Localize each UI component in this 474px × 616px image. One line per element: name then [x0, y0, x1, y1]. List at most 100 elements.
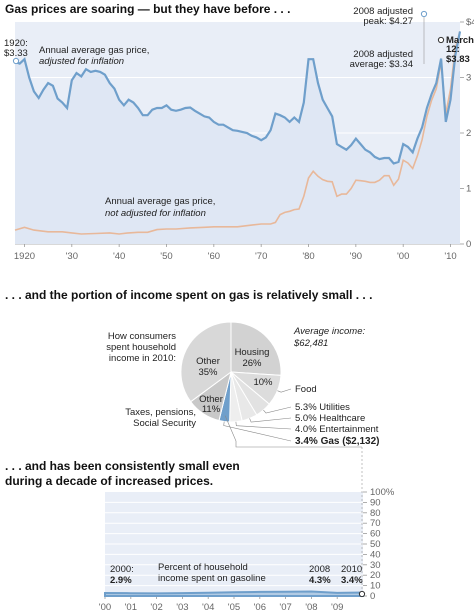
share-y-tick-label: 90 — [370, 497, 381, 508]
share-x-tick-label: '03 — [176, 602, 188, 613]
pie-label-taxes-1: Taxes, pensions, — [125, 407, 196, 418]
callout-2000-year: 2000: — [110, 564, 134, 575]
marker-march-12 — [437, 36, 445, 44]
section3-title-line1: . . . and has been consistently small ev… — [5, 459, 240, 473]
share-y-tick-label: 30 — [370, 560, 381, 571]
pie-label-food: Food — [295, 384, 317, 395]
line-y-tick-label: $4 — [466, 17, 474, 28]
average-income-value: $62,481 — [293, 338, 328, 349]
callout-2010-year: 2010 — [341, 564, 362, 575]
adjusted-price-line — [14, 31, 462, 165]
annotation-1920-year: 1920: — [4, 38, 28, 49]
line-x-tick-label: '50 — [160, 251, 172, 262]
share-x-tick-label: '00 — [99, 602, 111, 613]
nominal-price-line — [14, 31, 461, 235]
pie-label-healthcare: 5.0% Healthcare — [295, 413, 365, 424]
callout-2010-value: 3.4% — [341, 575, 363, 586]
line-y-tick-label: 0 — [466, 239, 471, 250]
pie-caption-line2: spent household — [106, 342, 176, 353]
annotation-march-line1: March — [446, 35, 474, 46]
pie-slice-housing — [230, 321, 282, 376]
pie-leader-line — [223, 421, 292, 442]
nominal-label-line2: not adjusted for inflation — [105, 208, 206, 219]
gas-share-points — [104, 591, 364, 594]
pie-label-housing-1: Housing — [235, 347, 270, 358]
share-x-tick-label: '05 — [228, 602, 240, 613]
average-income-label: Average income: — [293, 326, 365, 337]
pie-label-gas: 3.4% Gas ($2,132) — [295, 436, 380, 447]
pie-label-other-small-1: Other — [199, 394, 223, 405]
share-x-tick-label: '01 — [125, 602, 137, 613]
pie-slices — [180, 321, 282, 423]
marker-1920 — [12, 57, 20, 65]
pie-slice-other — [180, 321, 232, 403]
pie-label-taxes-2: Social Security — [133, 418, 196, 429]
annotation-peak-line2: peak: $4.27 — [363, 16, 413, 27]
annotation-peak-line1: 2008 adjusted — [353, 6, 413, 17]
share-chart-gridlines — [105, 501, 363, 587]
share-y-tick-label: 10 — [370, 581, 381, 592]
line-x-tick-label: '00 — [397, 251, 409, 262]
share-x-tick-label: '09 — [331, 602, 343, 613]
line-chart-x-ticks: 1920 '30 '40 '50 '60 '70 '80 '90 '00 '10 — [14, 244, 457, 262]
share-y-tick-label: 20 — [370, 570, 381, 581]
share-x-tick-label: '08 — [305, 602, 317, 613]
section3-title-line2: during a decade of increased prices. — [5, 474, 213, 488]
share-x-tick-label: '04 — [202, 602, 214, 613]
share-y-tick-label: 0 — [370, 591, 375, 602]
line-chart-points — [14, 31, 461, 235]
line-x-tick-label: '70 — [255, 251, 267, 262]
section2-title: . . . and the portion of income spent on… — [5, 288, 372, 302]
line-x-tick-label: '90 — [350, 251, 362, 262]
callout-2008-year: 2008 — [309, 564, 330, 575]
share-y-tick-label: 70 — [370, 518, 381, 529]
pie-caption-line3: income in 2010: — [109, 353, 176, 364]
line-x-tick-label: '10 — [444, 251, 456, 262]
pie-label-other-top-2: 35% — [198, 367, 218, 378]
nominal-label-line1: Annual average gas price, — [105, 196, 215, 207]
pie-leader-line — [277, 388, 292, 393]
line-y-tick-label: 2 — [466, 128, 471, 139]
annotation-avg-line2: average: $3.34 — [350, 59, 413, 70]
line-y-tick-label: 1 — [466, 184, 471, 195]
share-y-tick-label: 40 — [370, 549, 381, 560]
pie-gas-leader-line — [224, 415, 362, 448]
callout-2008-value: 4.3% — [309, 575, 331, 586]
marker-2008-peak — [420, 10, 428, 18]
annotation-march-line3: $3.83 — [446, 54, 470, 65]
share-chart-x-ticks: '00 '01 '02 '03 '04 '05 '06 '07 '08 '09 — [99, 596, 343, 613]
adjusted-label-line2: adjusted for inflation — [39, 56, 124, 67]
pie-caption-line1: How consumers — [108, 331, 176, 342]
share-x-tick-label: '02 — [150, 602, 162, 613]
pie-leader-line — [249, 417, 292, 423]
pie-label-food-pct: 10% — [253, 377, 273, 388]
pie-label-other-top-1: Other — [196, 356, 220, 367]
line-x-tick-label: '60 — [208, 251, 220, 262]
share-label-line1: Percent of household — [158, 562, 248, 573]
pie-label-other-small-2: 11% — [202, 404, 221, 415]
annotation-1920-value: $3.33 — [4, 48, 28, 59]
share-label-line2: income spent on gasoline — [158, 573, 266, 584]
share-y-tick-label: 50 — [370, 539, 381, 550]
section1-title: Gas prices are soaring — but they have b… — [5, 2, 290, 16]
pie-leader-lines — [223, 388, 362, 448]
line-y-tick-label: 3 — [466, 73, 471, 84]
share-y-tick-label: 80 — [370, 508, 381, 519]
adjusted-label-line1: Annual average gas price, — [39, 45, 149, 56]
share-y-tick-label: 60 — [370, 529, 381, 540]
share-x-tick-label: '07 — [279, 602, 291, 613]
annotation-march-line2: 12: — [446, 44, 460, 55]
share-end-marker — [358, 590, 366, 598]
pie-label-utilities: 5.3% Utilities — [295, 402, 350, 413]
line-x-tick-label: '40 — [113, 251, 125, 262]
share-y-tick-label: 100% — [370, 487, 395, 498]
pie-label-housing-2: 26% — [242, 358, 262, 369]
line-x-tick-label: '80 — [302, 251, 314, 262]
pie-leader-line — [235, 421, 292, 430]
pie-label-entertainment: 4.0% Entertainment — [295, 424, 379, 435]
annotation-avg-line1: 2008 adjusted — [353, 49, 413, 60]
line-x-tick-label: 1920 — [14, 251, 35, 262]
share-x-tick-label: '06 — [254, 602, 266, 613]
